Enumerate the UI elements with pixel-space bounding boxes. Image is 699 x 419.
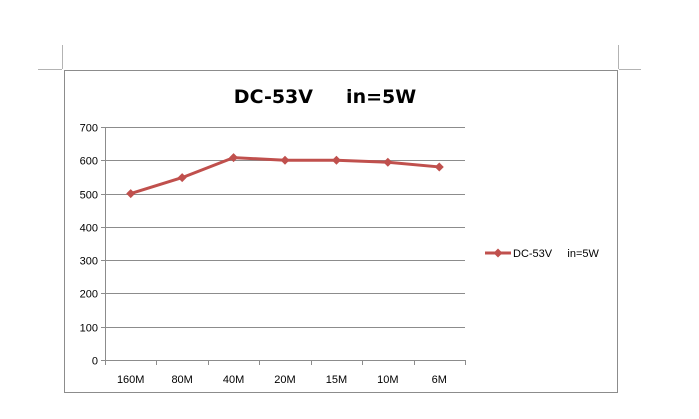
y-tick-label: 0 [92,356,98,368]
data-point-marker [280,155,290,165]
y-tick-label: 600 [80,156,98,168]
legend: DC-53V in=5W [485,248,600,260]
axes [105,127,466,365]
data-point-marker [177,173,187,183]
chart-area: DC-53V in=5W 0 100 200 300 400 500 600 700 160M… [64,70,618,393]
x-tick-label: 10M [377,374,398,386]
y-axis-tick-labels: 0 100 200 300 400 500 600 700 [80,123,98,368]
data-point-marker [229,153,239,163]
data-point-marker [126,189,136,199]
data-point-marker [331,155,341,165]
y-tick-label: 400 [80,223,98,235]
x-tick-label: 160M [117,374,145,386]
x-tick-label: 40M [223,374,244,386]
line-chart: DC-53V in=5W 0 100 200 300 400 500 600 700 160M… [80,86,600,386]
x-axis-tick-labels: 160M 80M 40M 20M 15M 10M 6M [117,374,447,386]
x-tick-label: 6M [432,374,447,386]
y-tick-label: 300 [80,256,98,268]
legend-marker [493,248,503,258]
data-point-marker [383,157,393,167]
y-tick-label: 100 [80,323,98,335]
chart-title: DC-53V in=5W [234,86,416,108]
x-tick-label: 15M [326,374,347,386]
gridlines [101,127,465,361]
x-tick-label: 20M [274,374,295,386]
data-point-marker [434,162,444,172]
y-tick-label: 700 [80,123,98,135]
x-tick-label: 80M [171,374,192,386]
series-group [126,153,444,199]
legend-label: DC-53V in=5W [513,248,600,260]
y-tick-label: 500 [80,190,98,202]
y-tick-label: 200 [80,289,98,301]
